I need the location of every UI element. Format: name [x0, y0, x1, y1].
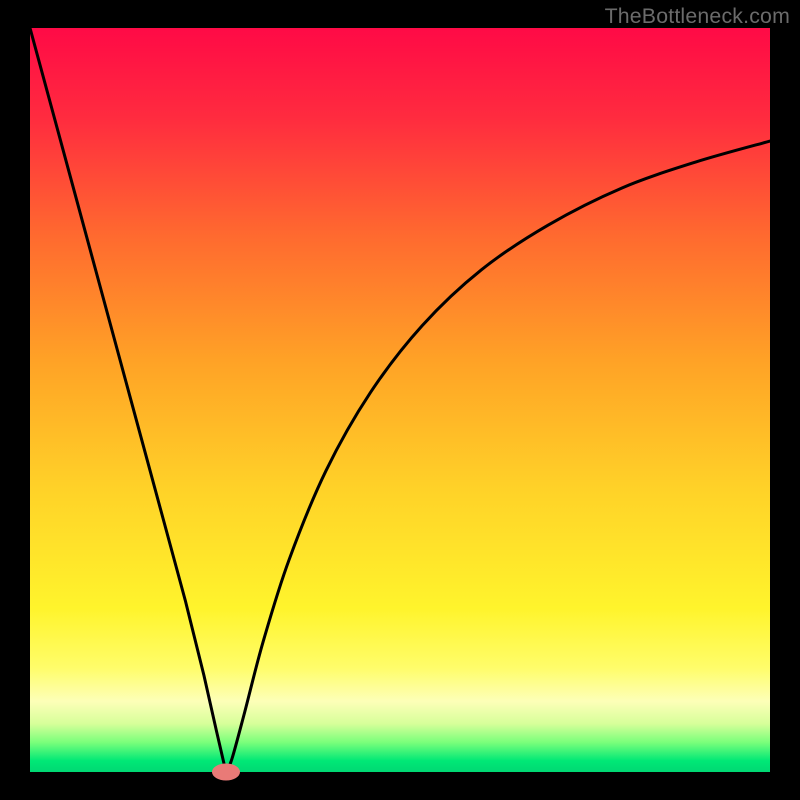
bottleneck-curve	[30, 28, 770, 772]
vertex-marker	[212, 764, 240, 781]
plot-area	[30, 28, 770, 772]
chart-frame: TheBottleneck.com	[0, 0, 800, 800]
watermark-text: TheBottleneck.com	[605, 4, 790, 29]
